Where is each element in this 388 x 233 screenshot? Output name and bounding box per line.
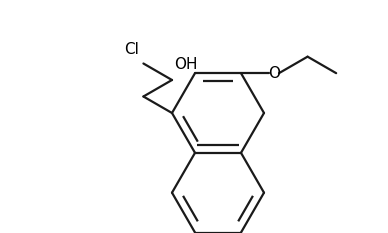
Text: Cl: Cl [125,42,139,58]
Text: O: O [268,66,280,81]
Text: OH: OH [174,57,197,72]
